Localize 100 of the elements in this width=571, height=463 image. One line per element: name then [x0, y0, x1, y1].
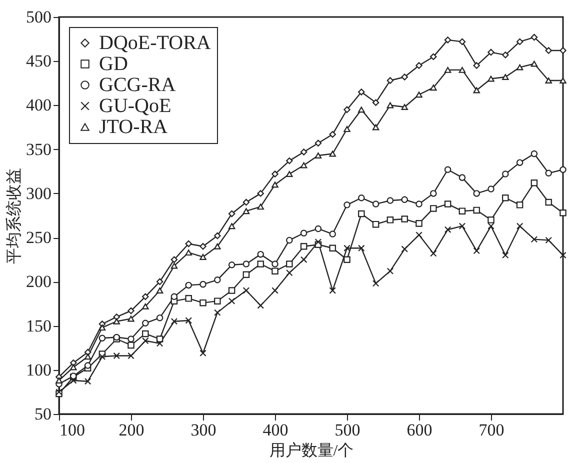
point: [228, 210, 236, 218]
point: [430, 190, 437, 197]
legend-label: DQoE-TORA: [99, 32, 212, 54]
point: [314, 152, 322, 159]
point: [516, 38, 524, 46]
point: [473, 190, 480, 197]
point: [185, 282, 192, 289]
point: [228, 287, 236, 294]
point: [545, 236, 552, 244]
point: [444, 226, 452, 233]
y-tick-label: 250: [26, 228, 52, 248]
y-tick-label: 300: [26, 184, 52, 203]
point: [416, 62, 422, 69]
point: [530, 236, 538, 243]
point: [545, 78, 552, 84]
point: [358, 210, 365, 218]
point: [142, 320, 149, 327]
point: [502, 74, 509, 80]
point: [70, 359, 77, 366]
y-tick-label: 200: [26, 272, 52, 292]
point: [473, 87, 480, 94]
y-tick-label: 500: [26, 8, 52, 26]
point: [272, 260, 278, 268]
point: [228, 223, 236, 230]
point: [502, 170, 509, 178]
point: [386, 268, 394, 274]
point: [358, 194, 365, 202]
point: [84, 354, 92, 360]
point: [142, 293, 149, 300]
x-tick-label: 400: [262, 420, 288, 440]
point: [560, 209, 566, 216]
point: [242, 260, 250, 268]
point: [416, 220, 422, 227]
point: [257, 302, 264, 309]
point: [242, 287, 250, 294]
point: [488, 76, 494, 82]
point: [329, 230, 336, 238]
point: [458, 174, 466, 181]
x-tick-label: 600: [406, 420, 432, 440]
point: [286, 260, 293, 268]
point: [416, 232, 422, 238]
y-tick-label: 50: [34, 404, 52, 424]
point: [530, 150, 538, 158]
y-tick-label: 350: [26, 140, 52, 159]
point: [242, 198, 250, 206]
point: [300, 162, 308, 168]
point: [344, 244, 350, 252]
point: [286, 269, 293, 276]
point: [70, 364, 77, 370]
point: [444, 36, 452, 44]
point: [430, 84, 437, 91]
point: [358, 244, 365, 252]
point: [560, 166, 566, 173]
point: [401, 104, 408, 110]
point: [314, 225, 322, 232]
point: [488, 222, 494, 230]
point: [128, 342, 134, 349]
y-tick-label: 100: [26, 360, 52, 380]
y-tick-label: 150: [26, 316, 52, 336]
point: [272, 182, 278, 188]
point: [84, 362, 92, 369]
point: [516, 64, 524, 70]
point: [344, 106, 350, 114]
point: [300, 256, 308, 263]
point: [516, 202, 524, 208]
point: [142, 337, 149, 344]
point: [214, 243, 221, 250]
point: [128, 307, 134, 314]
point: [386, 197, 394, 204]
point: [560, 78, 566, 84]
point: [502, 252, 509, 259]
point: [458, 66, 466, 73]
point: [530, 179, 538, 186]
point: [560, 47, 566, 54]
point: [98, 334, 106, 342]
point: [516, 159, 524, 166]
point: [200, 299, 206, 306]
point: [286, 236, 293, 244]
point: [300, 148, 308, 156]
point: [473, 62, 480, 69]
point: [228, 262, 236, 268]
point: [372, 220, 380, 228]
legend-label: GD: [99, 53, 128, 75]
point: [329, 130, 336, 138]
point: [128, 316, 134, 322]
point: [372, 200, 380, 208]
point: [170, 293, 178, 300]
point: [98, 353, 106, 360]
point: [329, 287, 336, 294]
point: [214, 232, 221, 240]
point: [200, 280, 206, 288]
point: [386, 216, 394, 224]
point: [430, 53, 437, 60]
point: [344, 202, 350, 208]
point: [329, 150, 336, 157]
point: [401, 74, 408, 80]
y-tick-label: 450: [26, 52, 52, 71]
x-axis-title: 用户数量/个: [269, 442, 354, 460]
point: [185, 295, 192, 302]
point: [242, 208, 250, 214]
